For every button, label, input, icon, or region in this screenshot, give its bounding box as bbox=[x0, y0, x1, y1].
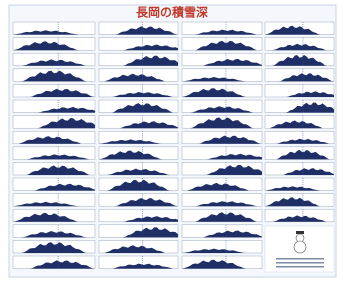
info-line bbox=[276, 262, 324, 264]
poster: 長岡の積雪深 bbox=[0, 0, 343, 284]
panel-grid bbox=[13, 22, 334, 272]
info-line bbox=[276, 258, 324, 260]
poster-title: 長岡の積雪深 bbox=[136, 5, 208, 20]
info-line bbox=[276, 266, 324, 268]
snowman-hat bbox=[296, 231, 304, 234]
snowman-body bbox=[294, 241, 306, 253]
